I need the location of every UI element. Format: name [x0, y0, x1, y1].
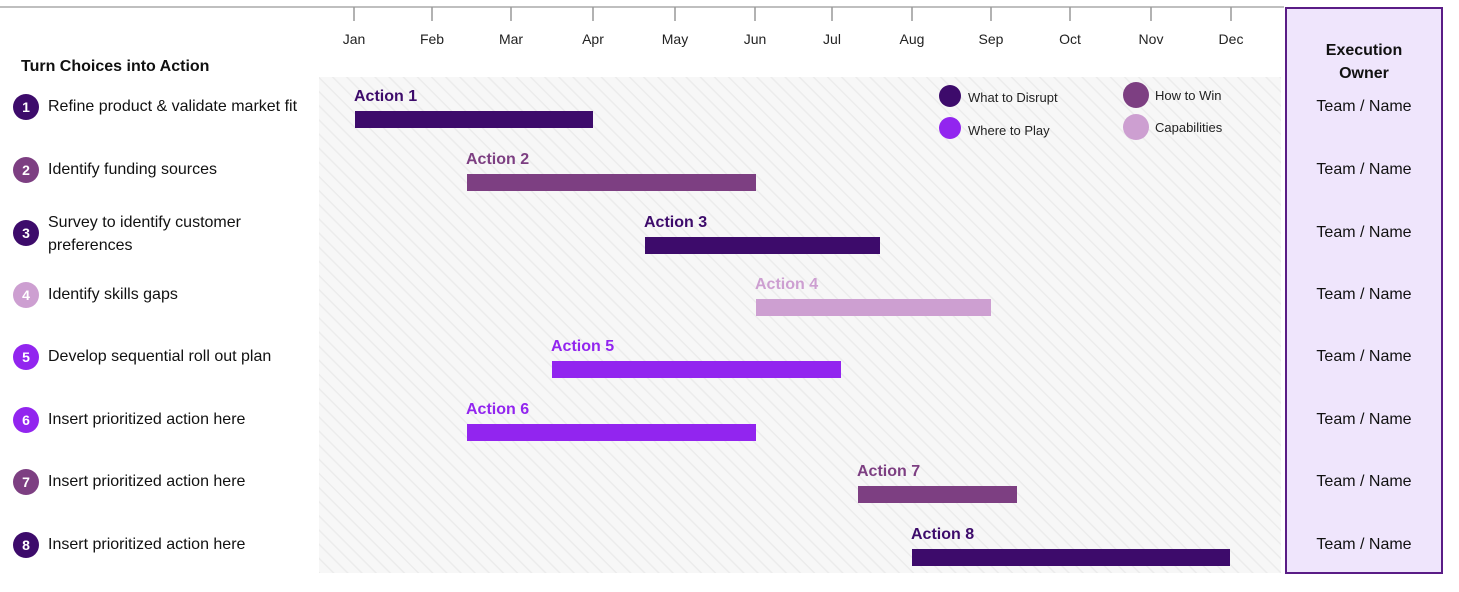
bar-label-action-8: Action 8: [911, 526, 974, 543]
bar-label-action-7: Action 7: [857, 463, 920, 480]
owner-title-line-2: Owner: [1339, 65, 1389, 82]
month-label-may: May: [662, 31, 688, 47]
owner-cell-5: Team / Name: [1316, 348, 1412, 365]
month-label-nov: Nov: [1139, 31, 1164, 47]
month-label-oct: Oct: [1059, 31, 1081, 47]
row-number-badge: 8: [13, 532, 39, 558]
bar-label-action-1: Action 1: [354, 88, 417, 105]
row-action-text: Insert prioritized action here: [48, 536, 246, 553]
legend-swatch-where-to-play: [939, 117, 961, 139]
action-row-2: 2 Identify funding sources: [13, 146, 323, 196]
action-row-6: 6 Insert prioritized action here: [13, 396, 323, 446]
legend-label-how-to-win: How to Win: [1155, 88, 1221, 103]
bar-action-5: [552, 361, 841, 378]
row-number-badge: 2: [13, 157, 39, 183]
row-action-text: Identify skills gaps: [48, 286, 178, 303]
bar-label-action-3: Action 3: [644, 214, 707, 231]
legend-label-what-to-disrupt: What to Disrupt: [968, 90, 1058, 105]
owner-cell-4: Team / Name: [1316, 286, 1412, 303]
bar-action-1: [355, 111, 593, 128]
action-row-3: 3 Survey to identify customer preferences: [13, 209, 323, 259]
row-action-text: Survey to identify customer preferences: [48, 214, 241, 254]
legend-swatch-capabilities: [1123, 114, 1149, 140]
row-action-text: Insert prioritized action here: [48, 411, 246, 428]
bar-action-7: [858, 486, 1017, 503]
action-row-7: 7 Insert prioritized action here: [13, 458, 323, 508]
month-label-jul: Jul: [823, 31, 841, 47]
month-label-mar: Mar: [499, 31, 523, 47]
owner-cell-7: Team / Name: [1316, 473, 1412, 490]
row-number-badge: 4: [13, 282, 39, 308]
section-heading: Turn Choices into Action: [21, 58, 210, 75]
bar-label-action-4: Action 4: [755, 276, 818, 293]
row-number-badge: 7: [13, 469, 39, 495]
row-action-text: Identify funding sources: [48, 161, 217, 178]
owner-cell-2: Team / Name: [1316, 161, 1412, 178]
row-number-badge: 6: [13, 407, 39, 433]
owner-cell-1: Team / Name: [1316, 98, 1412, 115]
bar-label-action-2: Action 2: [466, 151, 529, 168]
legend-label-where-to-play: Where to Play: [968, 123, 1050, 138]
action-row-1: 1 Refine product & validate market fit: [13, 83, 323, 133]
execution-owner-panel: Execution Owner Team / Name Team / Name Te…: [1285, 7, 1443, 574]
month-label-dec: Dec: [1219, 31, 1244, 47]
action-row-8: 8 Insert prioritized action here: [13, 521, 323, 571]
owner-cell-3: Team / Name: [1316, 224, 1412, 241]
month-label-apr: Apr: [582, 31, 604, 47]
legend-swatch-what-to-disrupt: [939, 85, 961, 107]
row-number-badge: 5: [13, 344, 39, 370]
row-number-badge: 1: [13, 94, 39, 120]
legend-label-capabilities: Capabilities: [1155, 120, 1223, 135]
execution-owner-title: Execution Owner: [1287, 39, 1441, 85]
row-action-text: Insert prioritized action here: [48, 473, 246, 490]
row-action-text: Develop sequential roll out plan: [48, 348, 272, 365]
owner-cell-8: Team / Name: [1316, 536, 1412, 553]
owner-cell-6: Team / Name: [1316, 411, 1412, 428]
month-label-feb: Feb: [420, 31, 444, 47]
bar-action-3: [645, 237, 880, 254]
bar-label-action-5: Action 5: [551, 338, 614, 355]
month-label-aug: Aug: [900, 31, 925, 47]
month-label-jun: Jun: [744, 31, 767, 47]
action-row-5: 5 Develop sequential roll out plan: [13, 333, 323, 383]
bar-label-action-6: Action 6: [466, 401, 529, 418]
month-label-jan: Jan: [343, 31, 366, 47]
bar-action-4: [756, 299, 991, 316]
bar-action-8: [912, 549, 1230, 566]
owner-title-line-1: Execution: [1325, 42, 1403, 59]
bar-action-6: [467, 424, 756, 441]
month-label-sep: Sep: [979, 31, 1004, 47]
action-row-4: 4 Identify skills gaps: [13, 271, 323, 321]
chart-plot-area: [319, 77, 1281, 573]
legend-swatch-how-to-win: [1123, 82, 1149, 108]
row-action-text: Refine product & validate market fit: [48, 98, 298, 115]
bar-action-2: [467, 174, 756, 191]
row-number-badge: 3: [13, 220, 39, 246]
